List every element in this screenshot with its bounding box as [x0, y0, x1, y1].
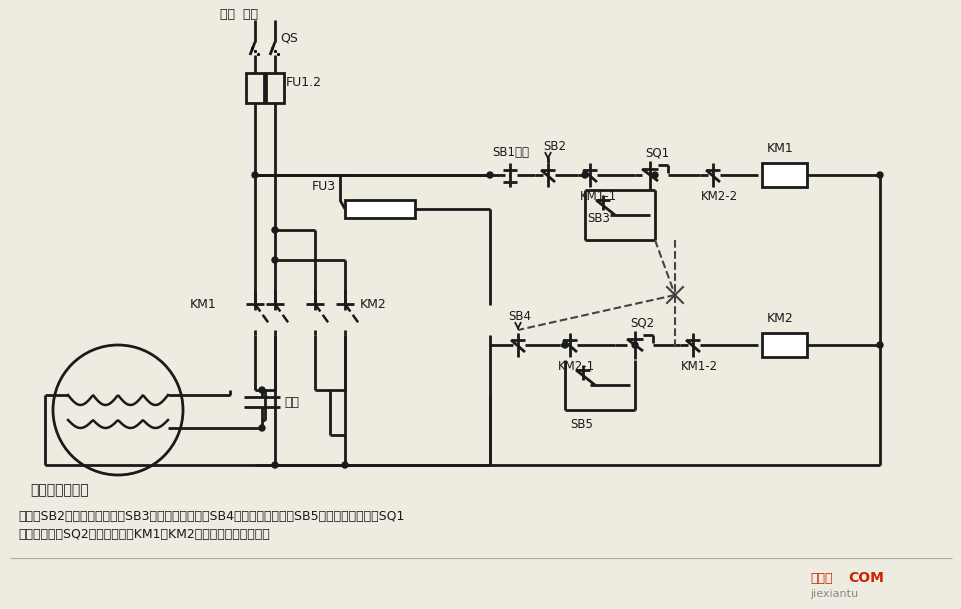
- Circle shape: [581, 172, 587, 178]
- Circle shape: [342, 462, 348, 468]
- Text: KM1-2: KM1-2: [680, 361, 717, 373]
- Text: COM: COM: [847, 571, 883, 585]
- Text: KM2-2: KM2-2: [701, 191, 737, 203]
- Bar: [266, 73, 283, 103]
- Circle shape: [272, 462, 278, 468]
- Text: KM2: KM2: [766, 312, 793, 325]
- Circle shape: [259, 425, 264, 431]
- Text: 火线  零线: 火线 零线: [220, 9, 258, 21]
- Bar: [761, 163, 806, 187]
- Bar: [246, 73, 263, 103]
- Text: KM2: KM2: [359, 298, 386, 311]
- Text: 电容: 电容: [283, 395, 299, 409]
- Text: KM1-1: KM1-1: [579, 191, 617, 203]
- Text: SQ2: SQ2: [629, 317, 653, 329]
- Text: KM2-1: KM2-1: [557, 361, 595, 373]
- Circle shape: [259, 387, 264, 393]
- Text: SB2: SB2: [542, 141, 565, 153]
- Text: 说明：SB2为上升启动按钮，SB3为上升点动按钮，SB4为下降启动按钮，SB5为下降点动按钮；SQ1: 说明：SB2为上升启动按钮，SB3为上升点动按钮，SB4为下降启动按钮，SB5为…: [18, 510, 404, 523]
- Text: 单相电容电动机: 单相电容电动机: [30, 483, 88, 497]
- Text: jiexiantu: jiexiantu: [809, 589, 857, 599]
- Bar: [761, 333, 806, 357]
- Circle shape: [876, 342, 882, 348]
- Circle shape: [561, 342, 567, 348]
- Bar: [345, 200, 414, 218]
- Text: KM1: KM1: [766, 143, 793, 155]
- Text: SB1停止: SB1停止: [491, 147, 529, 160]
- Text: FU1.2: FU1.2: [285, 76, 322, 88]
- Circle shape: [652, 172, 657, 178]
- Circle shape: [631, 342, 637, 348]
- Circle shape: [272, 227, 278, 233]
- Circle shape: [486, 172, 492, 178]
- Text: 为最高限位，SQ2为最低限位。KM1、KM2可用中间继电器代替。: 为最高限位，SQ2为最低限位。KM1、KM2可用中间继电器代替。: [18, 529, 269, 541]
- Text: KM1: KM1: [190, 298, 216, 311]
- Text: SB3: SB3: [586, 211, 609, 225]
- Circle shape: [252, 172, 258, 178]
- Circle shape: [272, 257, 278, 263]
- Text: SB4: SB4: [507, 311, 530, 323]
- Text: FU3: FU3: [311, 180, 335, 194]
- Text: QS: QS: [280, 32, 298, 44]
- Text: SQ1: SQ1: [644, 147, 669, 160]
- Text: 接线图: 接线图: [809, 571, 831, 585]
- Circle shape: [876, 172, 882, 178]
- Text: SB5: SB5: [570, 418, 592, 431]
